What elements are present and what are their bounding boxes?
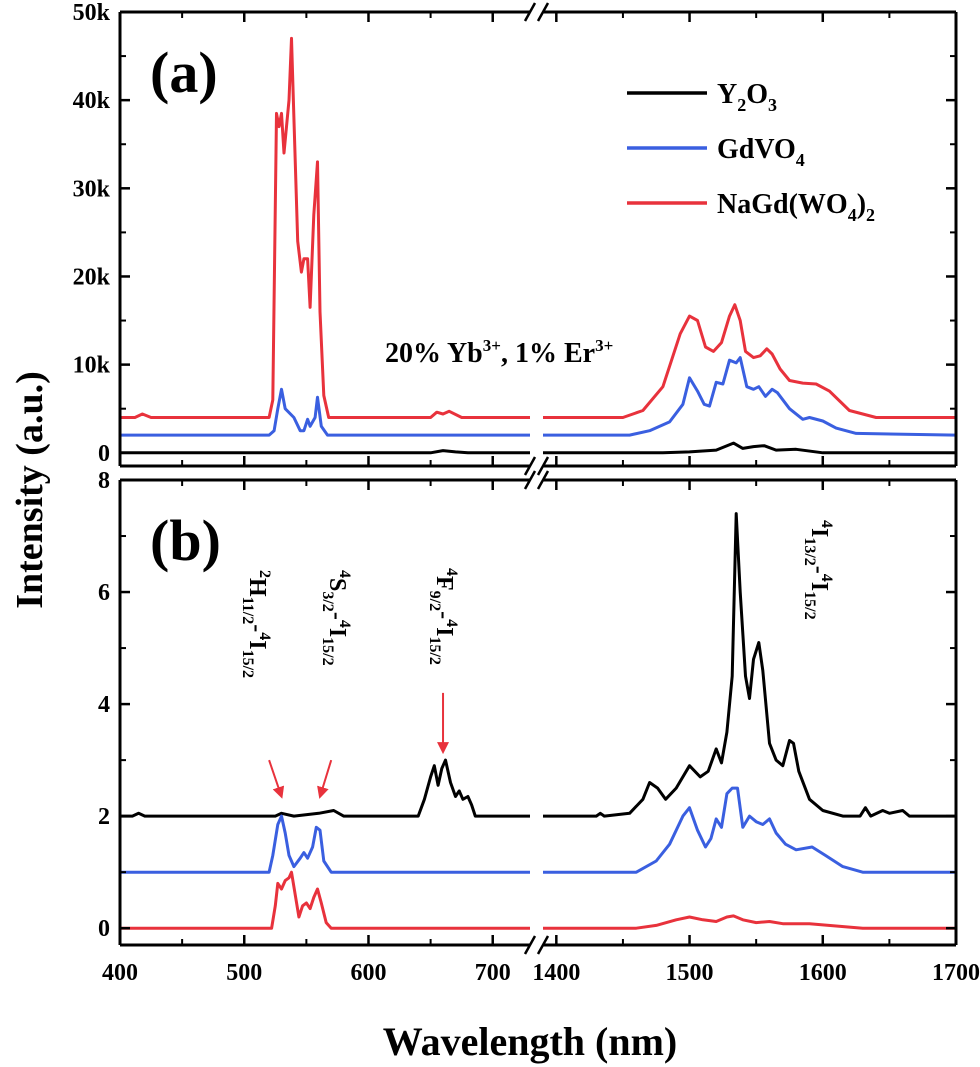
legend-entry-nagdwo4: NaGd(WO4)2 bbox=[627, 189, 875, 225]
axis-break-mark bbox=[536, 470, 550, 490]
legend-entry-y2o3: Y2O3 bbox=[627, 79, 777, 115]
x-axis-label: Wavelength (nm) bbox=[383, 1019, 677, 1064]
y-tick-label: 30k bbox=[73, 176, 111, 202]
y-tick-label: 4 bbox=[98, 692, 110, 718]
y-tick-label: 40k bbox=[73, 88, 111, 114]
axis-break-mark bbox=[536, 2, 550, 22]
x-tick-label: 700 bbox=[475, 960, 511, 986]
series-nagdwo42-segment-1 bbox=[120, 36, 530, 419]
series-y2o3-segment-1 bbox=[120, 758, 530, 818]
y-tick-label: 50k bbox=[73, 0, 111, 26]
y-tick-label: 0 bbox=[98, 441, 110, 467]
series-gdvo4-segment-2 bbox=[543, 786, 956, 874]
transition-label-4f9-4i15: 4F9/2-4I15/2 bbox=[426, 568, 460, 665]
axis-break-mark bbox=[536, 935, 550, 955]
axis-break-mark bbox=[523, 470, 537, 490]
x-tick-label: 1500 bbox=[666, 960, 714, 986]
y-tick-label: 10k bbox=[73, 353, 111, 379]
panel-b: 0 2 4 6 8 bbox=[98, 468, 958, 955]
panel-a: 0 10k 20k 30k 40k 50k bbox=[73, 0, 958, 476]
svg-text:GdVO4: GdVO4 bbox=[717, 134, 805, 170]
axis-break-mark bbox=[523, 2, 537, 22]
axis-break-mark bbox=[536, 456, 550, 476]
x-tick-label: 400 bbox=[102, 960, 138, 986]
panel-b-label: (b) bbox=[150, 508, 221, 573]
axis-break-mark bbox=[523, 935, 537, 955]
transition-label-4i13-4i15: 4I13/2-4I15/2 bbox=[801, 520, 835, 620]
series-nagdwo42-segment-2 bbox=[543, 303, 956, 419]
legend-entry-gdvo4: GdVO4 bbox=[627, 134, 805, 170]
svg-text:Y2O3: Y2O3 bbox=[717, 79, 777, 115]
series-nagdwo42-segment-1 bbox=[120, 870, 530, 930]
x-axis: 400 500 600 700 1400 1500 1600 1700 bbox=[102, 960, 980, 986]
series-y2o3-segment-1 bbox=[120, 449, 530, 455]
legend: Y2O3 GdVO4 NaGd(WO4)2 bbox=[627, 79, 875, 225]
panel-a-label: (a) bbox=[150, 40, 218, 105]
x-tick-label: 600 bbox=[350, 960, 386, 986]
series-nagdwo42-segment-2 bbox=[543, 914, 956, 930]
y-tick-label: 0 bbox=[98, 916, 110, 942]
x-tick-label: 1400 bbox=[532, 960, 580, 986]
series-y2o3-segment-2 bbox=[543, 441, 956, 455]
y-axis-label: Intensity (a.u.) bbox=[9, 371, 51, 609]
transition-label-4s3-4i15: 4S3/2-4I15/2 bbox=[319, 570, 353, 666]
series-gdvo4-segment-1 bbox=[120, 814, 530, 874]
x-tick-label: 1700 bbox=[932, 960, 980, 986]
axis-break-mark bbox=[523, 456, 537, 476]
composition-annotation: 20% Yb3+, 1% Er3+ bbox=[385, 336, 613, 369]
series-gdvo4-segment-1 bbox=[120, 387, 530, 437]
series-y2o3-segment-2 bbox=[543, 512, 956, 818]
x-tick-label: 500 bbox=[226, 960, 262, 986]
y-tick-label: 20k bbox=[73, 264, 111, 290]
svg-text:NaGd(WO4)2: NaGd(WO4)2 bbox=[717, 189, 875, 225]
transition-arrow bbox=[268, 759, 285, 799]
transition-arrow bbox=[317, 759, 333, 799]
y-tick-label: 8 bbox=[98, 468, 110, 494]
x-tick-label: 1600 bbox=[799, 960, 847, 986]
y-tick-label: 6 bbox=[98, 580, 110, 606]
series-gdvo4-segment-2 bbox=[543, 356, 957, 437]
y-tick-label: 2 bbox=[98, 804, 110, 830]
transition-label-2h11-4i15: 2H11/2-4I15/2 bbox=[239, 570, 273, 678]
